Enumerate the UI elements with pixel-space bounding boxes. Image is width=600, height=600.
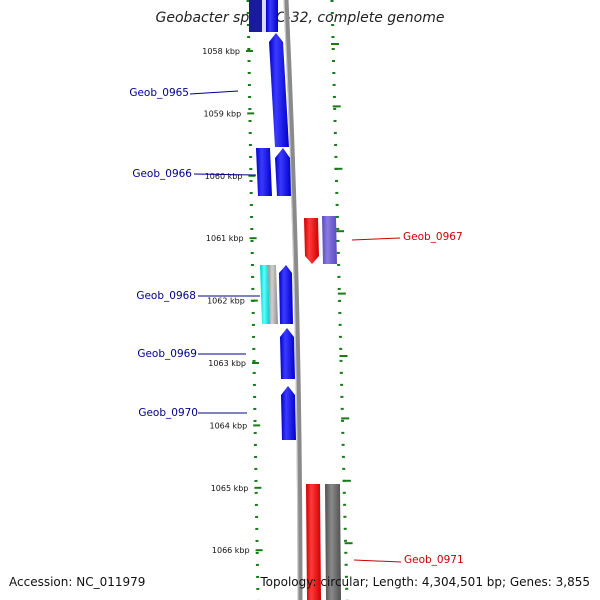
ruler-track-right: [330, 0, 349, 600]
ruler-ticks: 1058 kbp 1059 kbp 1060 kbp 1061 kbp 1062 kbp…: [202, 43, 353, 555]
gene-feature-0967-product: [322, 216, 337, 264]
gene-label[interactable]: Geob_0971: [404, 554, 464, 566]
gene-label[interactable]: Geob_0967: [403, 231, 463, 243]
gene-Geob_0970[interactable]: [281, 386, 296, 440]
gene-Geob_0966-b[interactable]: [275, 148, 291, 196]
gene-feature-0968-gray: [268, 265, 278, 324]
gene-label[interactable]: Geob_0969: [137, 348, 197, 360]
gene-Geob_0971[interactable]: [306, 484, 321, 600]
gene-label[interactable]: Geob_0965: [129, 87, 189, 99]
leader-Geob_0966: [193, 173, 257, 176]
gene-feature-top-3: [262, 0, 266, 32]
topology-label: Topology: circular; Length: 4,304,501 bp…: [260, 575, 590, 589]
ruler-tick-label: 1062 kbp: [207, 297, 245, 306]
gene-Geob_0966-a[interactable]: [256, 148, 272, 196]
gene-feature-top-1: [249, 0, 262, 32]
leader-Geob_0967: [351, 237, 401, 241]
gene-label[interactable]: Geob_0966: [132, 168, 192, 180]
gene-label[interactable]: Geob_0970: [138, 407, 198, 419]
ruler-tick-label: 1058 kbp: [202, 47, 240, 56]
ruler-tick-label: 1060 kbp: [205, 172, 243, 181]
gene-label[interactable]: Geob_0968: [136, 290, 196, 302]
map-title: Geobacter sp. FRC-32, complete genome: [155, 10, 445, 26]
gene-Geob_0965[interactable]: [269, 33, 289, 147]
leader-Geob_0965: [189, 90, 239, 95]
ruler-tick-label: 1061 kbp: [206, 234, 244, 243]
genome-backbone: [283, 0, 303, 600]
ruler-tick-label: 1063 kbp: [208, 359, 246, 368]
gene-Geob_0968[interactable]: [279, 265, 293, 324]
ruler-tick-label: 1059 kbp: [203, 109, 241, 118]
genome-backbone-highlight: [283, 0, 299, 600]
gene-feature-0971-gray: [325, 484, 341, 600]
ruler-tick-label: 1066 kbp: [212, 546, 250, 555]
gene-feature-top-2: [266, 0, 278, 32]
leader-Geob_0971: [353, 559, 402, 563]
gene-Geob_0967[interactable]: [304, 218, 319, 264]
accession-label: Accession: NC_011979: [9, 575, 146, 589]
ruler-tick-label: 1065 kbp: [211, 484, 249, 493]
ruler-tick-label: 1064 kbp: [209, 421, 247, 430]
gene-feature-0968-cyan: [260, 265, 270, 324]
gene-Geob_0969[interactable]: [280, 328, 295, 379]
